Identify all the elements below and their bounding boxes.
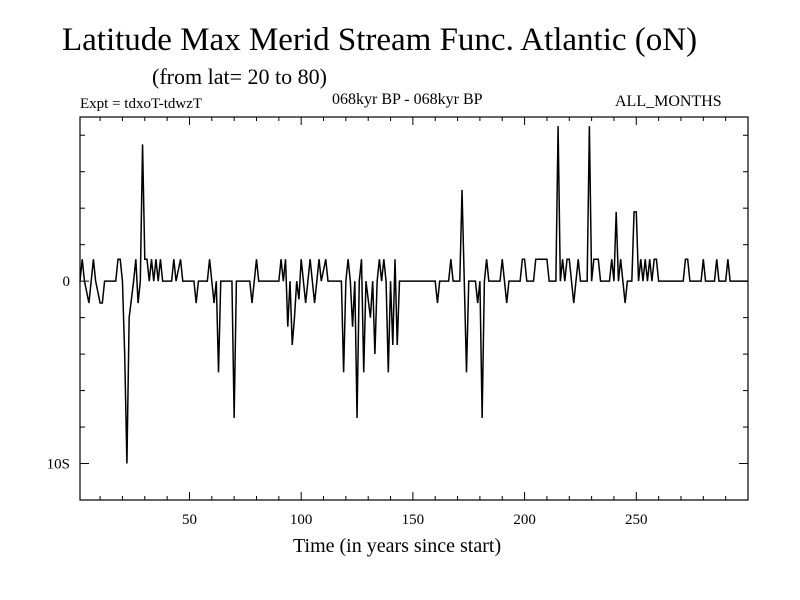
y-tick-label: 0	[63, 274, 71, 290]
x-axis: 50 100 150 200 250	[99, 117, 727, 528]
x-tick-label: 150	[402, 512, 425, 528]
months-label: ALL_MONTHS	[615, 93, 722, 110]
period-label: 068kyr BP - 068kyr BP	[332, 91, 483, 108]
x-tick-label: 250	[625, 512, 648, 528]
experiment-label: Expt = tdxoT-tdwzT	[80, 96, 203, 112]
x-axis-label: Time (in years since start)	[293, 535, 502, 557]
x-tick-label: 200	[513, 512, 536, 528]
plot-frame	[79, 116, 749, 501]
chart-title: Latitude Max Merid Stream Func. Atlantic…	[62, 22, 698, 58]
y-tick-label: 10S	[47, 457, 70, 473]
x-tick-label: 50	[182, 512, 197, 528]
x-tick-label: 100	[290, 512, 313, 528]
chart-subtitle: (from lat= 20 to 80)	[152, 64, 327, 89]
y-axis: 0 10S	[47, 134, 748, 501]
data-line	[79, 126, 748, 464]
